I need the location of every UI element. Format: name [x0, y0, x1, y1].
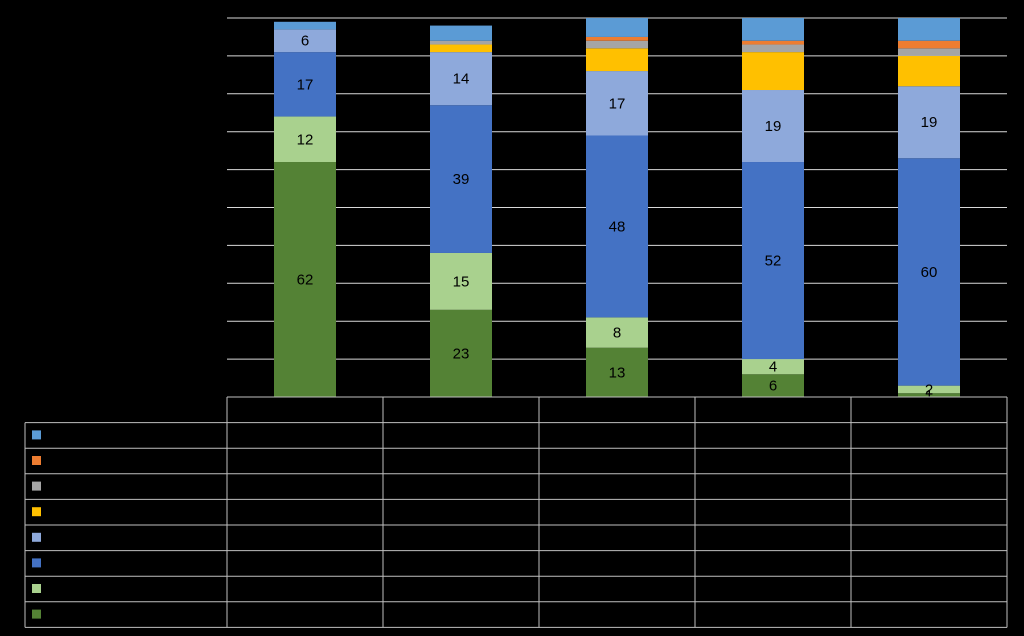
bar-segment-s7 — [586, 36, 648, 41]
data-label: 13 — [609, 364, 626, 381]
data-label: 1 — [925, 387, 933, 404]
bar-segment-s3 — [430, 105, 492, 253]
data-label: 6 — [301, 33, 309, 50]
legend-key-s8 — [32, 430, 41, 440]
bar-segment-s2 — [430, 252, 492, 310]
bar-segment-s1 — [586, 347, 648, 397]
bar-segment-s5 — [430, 44, 492, 53]
data-label: 19 — [921, 114, 938, 131]
data-label: 4 — [769, 359, 777, 376]
data-label: 60 — [921, 264, 938, 281]
bar-segment-s8 — [898, 18, 960, 41]
bar-segment-s1 — [898, 393, 960, 397]
data-label: 23 — [453, 345, 470, 362]
bar-segment-s5 — [586, 48, 648, 72]
bar-segment-s6 — [742, 44, 804, 53]
data-table — [24, 396, 1008, 628]
legend-key-s1 — [32, 609, 41, 619]
bar-segment-s4 — [274, 29, 336, 53]
legend-key-s7 — [32, 456, 41, 465]
data-labels: 62 12 17 6 23 15 39 14 13 8 48 17 6 4 52 19 12 60 19 — [297, 33, 938, 404]
bar-segment-s4 — [430, 52, 492, 106]
bar-segment-s8 — [586, 18, 648, 37]
data-label: 12 — [297, 131, 314, 148]
bar-segment-s4 — [898, 86, 960, 159]
data-label: 14 — [453, 71, 470, 88]
bar-segment-s8 — [742, 18, 804, 41]
data-label: 15 — [453, 273, 470, 290]
data-label: 39 — [453, 171, 470, 188]
legend-key-s6 — [32, 481, 41, 491]
bar-segment-s5 — [742, 52, 804, 91]
bar-segment-s8 — [430, 25, 492, 41]
data-label: 17 — [297, 76, 314, 93]
bar-segment-s3 — [586, 135, 648, 318]
bar-segment-s1 — [742, 374, 804, 397]
data-label: 17 — [609, 95, 626, 112]
data-label: 2 — [925, 381, 933, 398]
bar-segment-s4 — [586, 71, 648, 136]
bar-segment-s1 — [430, 309, 492, 397]
bar-segment-s2 — [586, 317, 648, 348]
bar-segment-s2 — [274, 116, 336, 163]
bar-segment-s6 — [586, 40, 648, 49]
data-label: 62 — [297, 272, 314, 289]
legend-key-s4 — [32, 532, 41, 542]
legend-key-s3 — [32, 558, 41, 568]
bar-segment-s3 — [898, 158, 960, 386]
bar-segment-s6 — [898, 48, 960, 56]
data-label: 48 — [609, 218, 626, 235]
data-label: 52 — [765, 253, 782, 270]
bar-segment-s3 — [742, 162, 804, 360]
bar-segment-s7 — [898, 40, 960, 49]
data-label: 19 — [765, 118, 782, 135]
bar-segment-s2 — [898, 385, 960, 394]
bars — [274, 18, 960, 397]
data-label: 6 — [769, 378, 777, 395]
data-label: 8 — [613, 325, 621, 342]
legend-key-s2 — [32, 584, 41, 593]
bar-segment-s7 — [742, 40, 804, 45]
bar-segment-s6 — [430, 40, 492, 45]
bar-segment-s4 — [742, 90, 804, 163]
legend-key-s5 — [32, 507, 41, 517]
bar-segment-s8 — [274, 21, 336, 30]
bar-segment-s2 — [742, 359, 804, 375]
bar-segment-s5 — [898, 55, 960, 87]
bar-segment-s3 — [274, 52, 336, 117]
bar-segment-s1 — [274, 162, 336, 397]
